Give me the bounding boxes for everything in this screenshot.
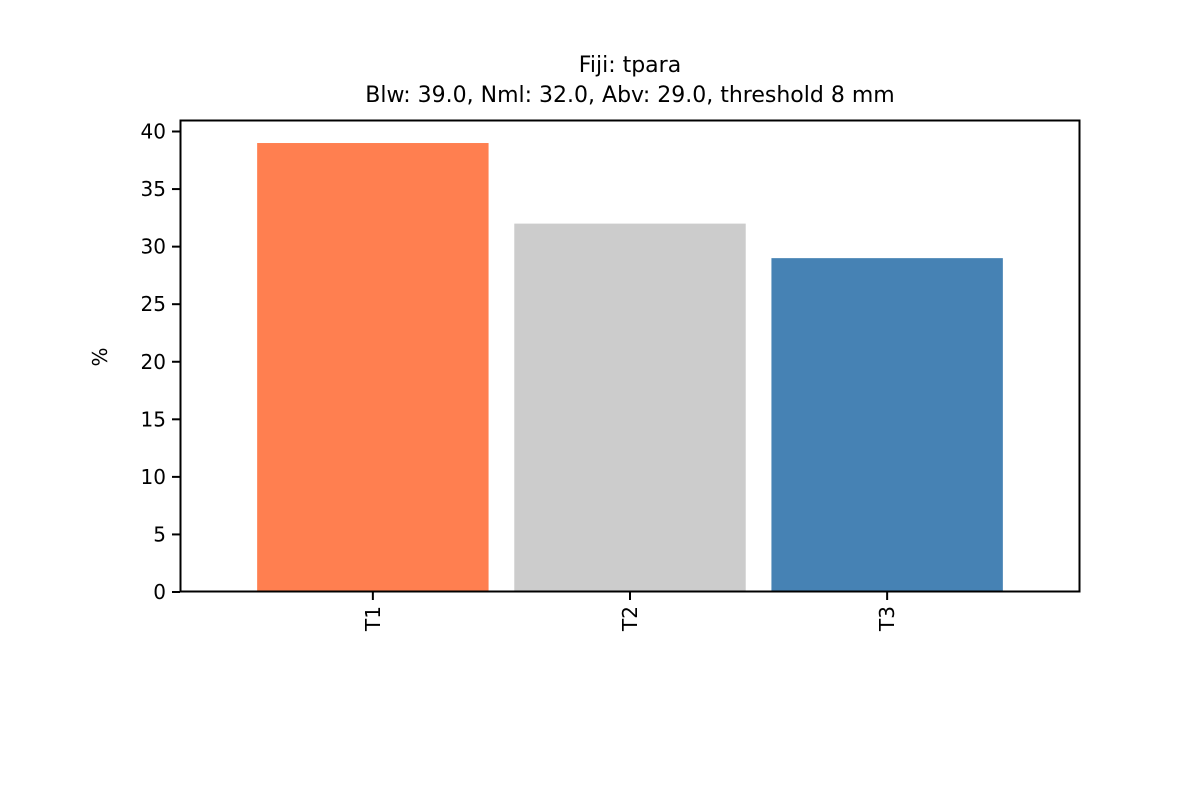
bars-group <box>257 143 1003 593</box>
chart-title: Fiji: tpara <box>579 53 681 78</box>
x-tick-label-t2: T2 <box>618 606 642 632</box>
y-tick-label: 20 <box>141 350 166 374</box>
y-tick-label: 25 <box>141 292 166 316</box>
plot-frame <box>179 119 1081 593</box>
y-tick-label: 35 <box>141 177 166 201</box>
bar-t3 <box>771 258 1003 592</box>
bar-t1 <box>257 143 489 592</box>
y-tick-label: 0 <box>153 580 166 604</box>
y-axis: 0 5 10 15 20 25 30 35 40 <box>141 120 180 604</box>
y-tick-label: 10 <box>141 465 166 489</box>
bar-t2 <box>514 223 746 593</box>
x-axis: T1 T2 T3 <box>361 592 899 632</box>
y-tick-label: 5 <box>153 522 166 546</box>
y-tick-label: 30 <box>141 235 166 259</box>
y-tick-label: 15 <box>141 407 166 431</box>
y-tick-label: 40 <box>141 120 166 144</box>
x-tick-label-t3: T3 <box>875 606 899 632</box>
x-tick-label-t1: T1 <box>361 606 385 632</box>
y-axis-label: % <box>88 347 112 366</box>
chart-subtitle: Blw: 39.0, Nml: 32.0, Abv: 29.0, thresho… <box>365 83 894 108</box>
